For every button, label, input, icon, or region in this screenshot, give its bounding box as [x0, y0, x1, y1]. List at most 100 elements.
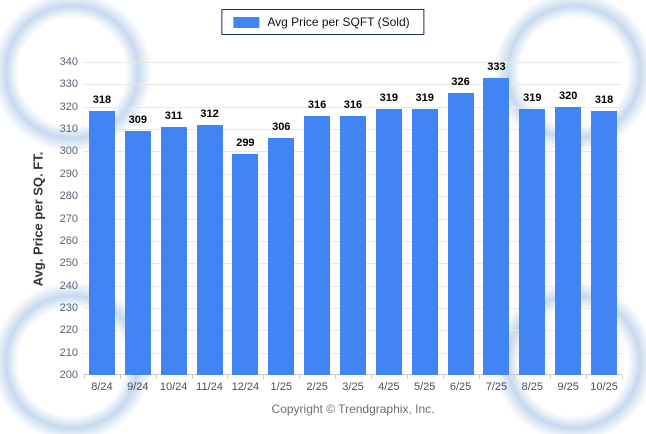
- x-tick-label: 1/25: [270, 381, 292, 393]
- x-axis-tick: [370, 375, 372, 379]
- gridline: [84, 106, 622, 108]
- x-axis-tick: [622, 375, 623, 379]
- x-tick-label: 8/24: [91, 381, 113, 393]
- bar: [160, 126, 187, 375]
- x-tick-label: 6/25: [449, 381, 472, 393]
- y-tick-label: 260: [59, 234, 78, 247]
- bar-value-label: 333: [487, 60, 506, 73]
- plot-area: 318 8/24 309 9/24 311 10/24 312 11/24 299 12/24 30…: [84, 60, 623, 393]
- legend-label: Avg Price per SQFT (Sold): [267, 15, 410, 29]
- bar-value-label: 320: [559, 89, 578, 102]
- bar: [339, 115, 366, 375]
- bar: [232, 153, 259, 375]
- y-tick-label: 280: [59, 190, 78, 203]
- y-tick-label: 330: [59, 78, 78, 91]
- x-tick-label: 9/25: [557, 381, 579, 393]
- bar-group: 318 8/24: [84, 62, 120, 393]
- x-tick-label: 3/25: [342, 381, 364, 393]
- x-axis-tick: [478, 375, 480, 379]
- bar: [268, 138, 295, 375]
- y-tick-label: 210: [59, 346, 78, 359]
- bar: [555, 106, 582, 375]
- y-tick-label: 230: [59, 301, 78, 314]
- x-tick-label: 2/25: [306, 381, 328, 393]
- bar-group: 326 6/25: [443, 62, 479, 393]
- bar-group: 319 4/25: [371, 62, 407, 393]
- bar: [88, 111, 115, 375]
- x-tick-label: 4/25: [378, 381, 400, 393]
- bar-value-label: 299: [236, 136, 255, 149]
- bar: [304, 115, 331, 375]
- bar-group: 316 2/25: [299, 62, 335, 393]
- bar-group: 319 5/25: [407, 62, 443, 393]
- y-tick-label: 340: [59, 56, 78, 68]
- x-tick-label: 5/25: [414, 381, 436, 393]
- x-axis-tick: [191, 375, 193, 379]
- x-axis-tick: [550, 375, 552, 379]
- bar-group: 311 10/24: [156, 62, 192, 393]
- y-tick-label: 320: [59, 100, 78, 113]
- x-tick-label: 8/25: [521, 381, 544, 393]
- bar-group: 320 9/25: [550, 62, 586, 393]
- legend-swatch: [233, 16, 260, 28]
- x-tick-label: 7/25: [485, 381, 508, 393]
- bar-value-label: 306: [272, 121, 291, 134]
- x-axis-tick: [442, 375, 444, 379]
- x-tick-label: 10/25: [590, 381, 618, 393]
- bar-value-label: 309: [128, 114, 147, 127]
- x-axis-tick: [586, 375, 588, 379]
- bar-value-label: 316: [307, 98, 327, 111]
- bar: [447, 93, 474, 375]
- y-tick-label: 300: [59, 145, 78, 158]
- y-tick-label: 250: [59, 257, 78, 270]
- bar-group: 318 10/25: [586, 62, 622, 393]
- bar-value-label: 318: [92, 94, 112, 107]
- x-axis-tick: [335, 375, 337, 379]
- copyright-text: Copyright © Trendgraphix, Inc.: [271, 402, 435, 416]
- y-tick-label: 270: [59, 212, 78, 225]
- y-tick-label: 220: [59, 324, 78, 337]
- x-tick-label: 11/24: [196, 381, 223, 393]
- x-axis-tick: [514, 375, 516, 379]
- x-tick-label: 9/24: [127, 381, 149, 393]
- x-axis-tick: [299, 375, 301, 379]
- bar-group: 333 7/25: [479, 60, 515, 393]
- bar-value-label: 319: [523, 91, 542, 104]
- bar-group: 299 12/24: [227, 62, 263, 393]
- x-axis-tick: [84, 375, 85, 379]
- bar-value-label: 311: [164, 109, 183, 122]
- x-axis-tick: [227, 375, 229, 379]
- bar-group: 316 3/25: [335, 62, 371, 393]
- bar-group: 306 1/25: [263, 62, 299, 393]
- bar-value-label: 312: [200, 107, 219, 120]
- bar: [411, 108, 438, 375]
- x-axis-tick: [263, 375, 265, 379]
- x-axis-tick: [119, 375, 121, 379]
- y-tick-label: 200: [59, 369, 78, 381]
- x-axis-tick: [406, 375, 408, 379]
- bar-value-label: 326: [451, 76, 470, 89]
- chart-legend: Avg Price per SQFT (Sold): [221, 9, 425, 35]
- bar: [483, 77, 510, 375]
- bar-group: 312 11/24: [192, 62, 228, 393]
- bar-group: 319 8/25: [514, 62, 550, 393]
- bar-value-label: 316: [343, 98, 363, 111]
- bar-value-label: 319: [379, 91, 399, 104]
- y-tick-label: 240: [59, 279, 78, 292]
- bar-value-label: 318: [594, 94, 614, 107]
- bar: [591, 111, 618, 375]
- bar-group: 309 9/24: [120, 62, 156, 393]
- x-tick-label: 12/24: [231, 381, 260, 393]
- bar: [124, 131, 151, 375]
- bar: [519, 108, 546, 375]
- y-tick-label: 310: [59, 123, 78, 136]
- y-tick-label: 290: [59, 167, 78, 180]
- gridline: [84, 62, 622, 63]
- bar: [196, 124, 223, 375]
- bar-value-label: 319: [415, 91, 434, 104]
- gridline: [84, 84, 622, 86]
- x-tick-label: 10/24: [159, 381, 188, 393]
- bar: [375, 108, 402, 375]
- x-axis-tick: [155, 375, 157, 379]
